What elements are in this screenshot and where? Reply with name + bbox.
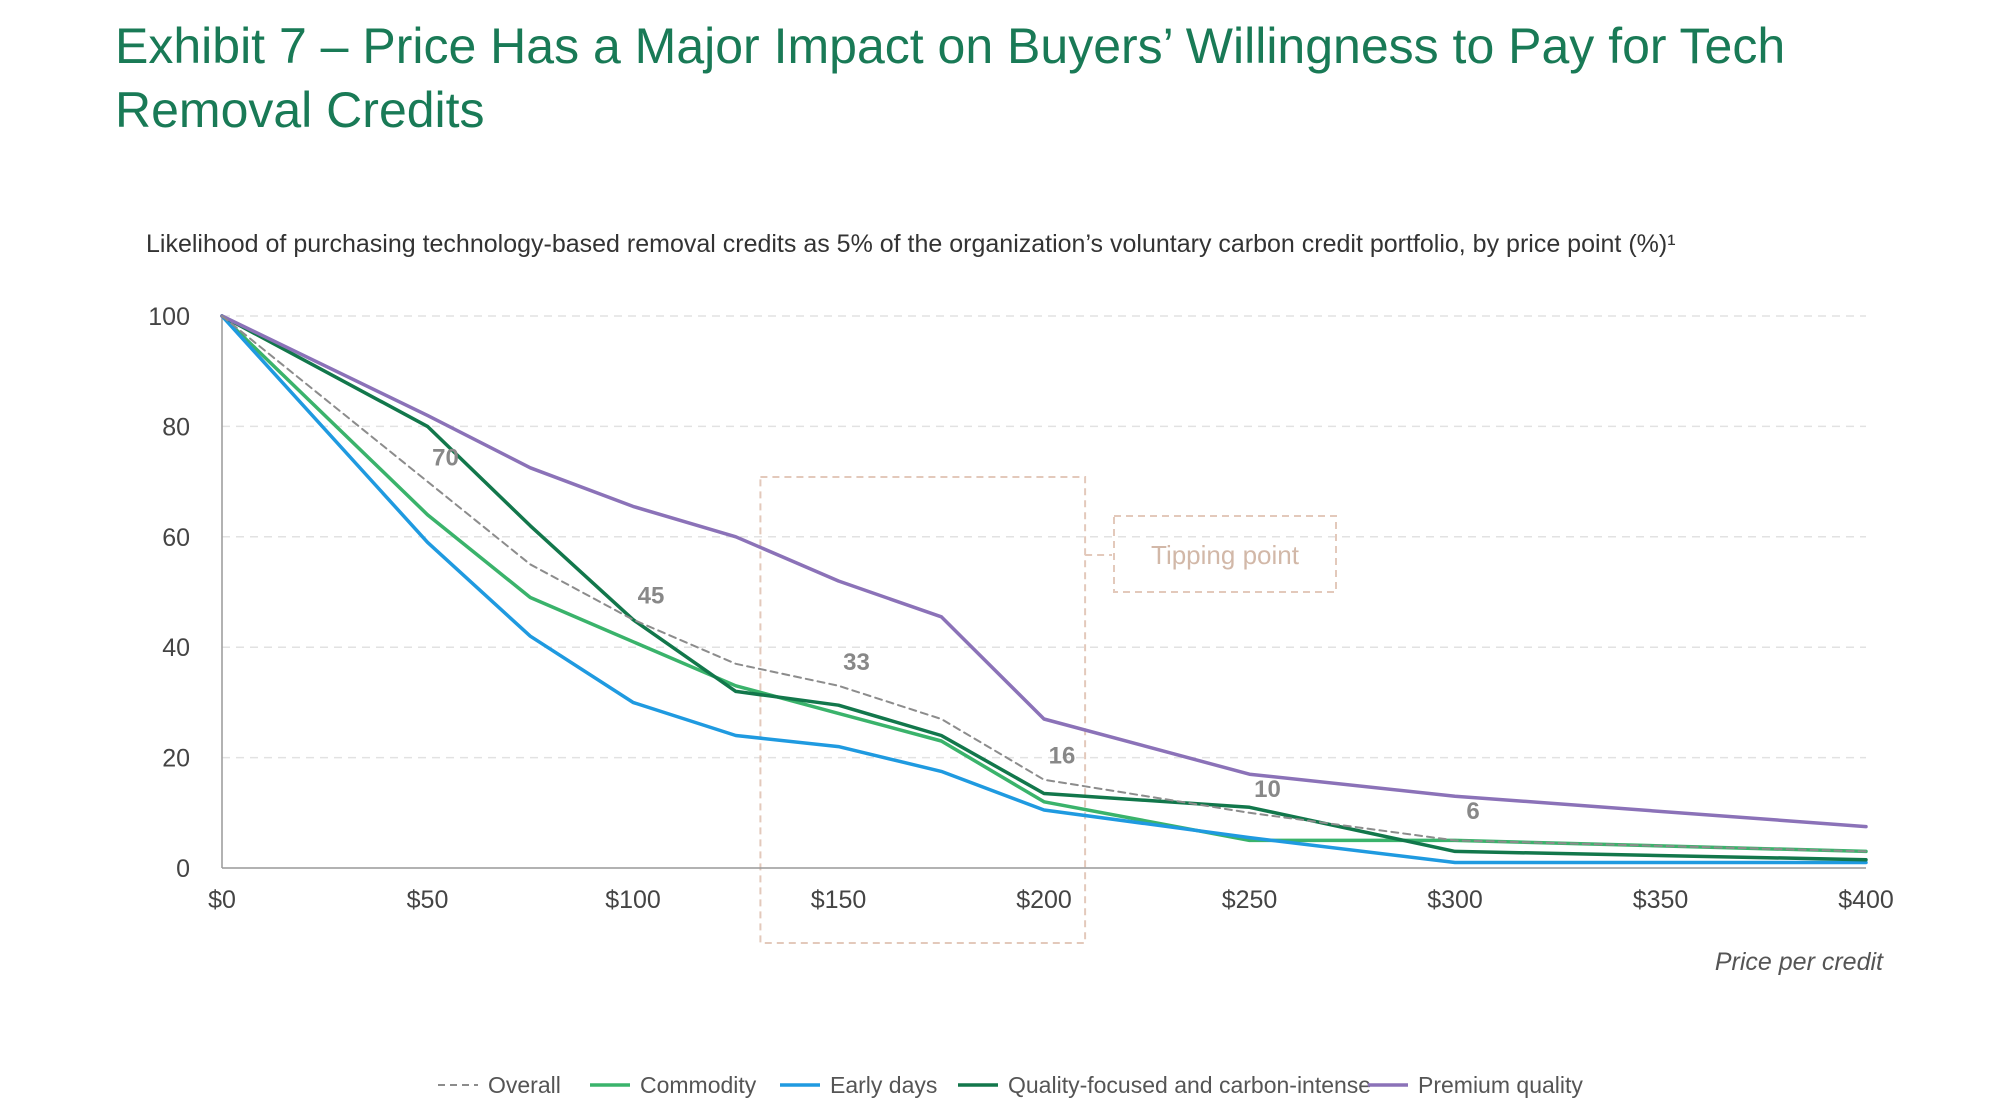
x-tick-label-300: $300 bbox=[1427, 886, 1483, 914]
chart-subtitle: Likelihood of purchasing technology-base… bbox=[146, 230, 1676, 258]
legend-label-commodity: Commodity bbox=[640, 1072, 757, 1098]
series-line-quality-focused-and-carbon-intense bbox=[220, 314, 1868, 862]
data-labels: 70 45 33 16 10 6 bbox=[432, 445, 1480, 825]
y-tick-label-20: 20 bbox=[162, 745, 190, 773]
y-tick-label-100: 100 bbox=[148, 303, 190, 331]
axes: 0 20 40 60 80 100 $0 $50 $100 $150 $200 $250 $300 $35… bbox=[148, 303, 1894, 914]
series-line-commodity bbox=[220, 314, 1868, 854]
legend-label-overall: Overall bbox=[488, 1072, 561, 1098]
data-label-16: 16 bbox=[1049, 743, 1076, 770]
legend: Overall Commodity Early days Quality-focuse… bbox=[438, 1072, 1583, 1098]
grid-lines bbox=[222, 315, 1866, 759]
x-tick-label-400: $400 bbox=[1838, 886, 1894, 914]
x-tick-label-250: $250 bbox=[1222, 886, 1278, 914]
series-lines bbox=[220, 314, 1868, 865]
y-tick-label-60: 60 bbox=[162, 524, 190, 552]
x-tick-label-0: $0 bbox=[208, 886, 236, 914]
legend-label-premium-quality: Premium quality bbox=[1418, 1072, 1583, 1098]
tipping-point-label: Tipping point bbox=[1151, 540, 1300, 570]
tipping-point-label-box bbox=[1113, 515, 1337, 593]
legend-label-early-days: Early days bbox=[830, 1072, 937, 1098]
data-label-6: 6 bbox=[1466, 798, 1479, 825]
x-tick-label-150: $150 bbox=[811, 886, 867, 914]
x-axis-label: Price per credit bbox=[1715, 948, 1884, 976]
series-line-premium-quality bbox=[220, 314, 1868, 829]
data-label-45: 45 bbox=[638, 583, 665, 610]
x-tick-label-350: $350 bbox=[1633, 886, 1689, 914]
data-label-70: 70 bbox=[432, 445, 459, 472]
series-line-overall bbox=[221, 315, 1867, 853]
x-tick-label-50: $50 bbox=[407, 886, 449, 914]
y-tick-label-0: 0 bbox=[176, 855, 190, 883]
y-tick-label-80: 80 bbox=[162, 413, 190, 441]
data-label-33: 33 bbox=[843, 649, 870, 676]
tipping-point-box bbox=[759, 476, 1087, 944]
x-tick-label-100: $100 bbox=[605, 886, 661, 914]
page-title: Exhibit 7 – Price Has a Major Impact on … bbox=[115, 18, 1786, 138]
data-label-10: 10 bbox=[1254, 776, 1281, 803]
series-line-early-days bbox=[220, 314, 1868, 865]
tipping-point-annotation: Tipping point bbox=[759, 476, 1337, 944]
legend-label-quality-focused-and-carbon-intense: Quality-focused and carbon-intense bbox=[1008, 1072, 1371, 1098]
y-tick-label-40: 40 bbox=[162, 634, 190, 662]
x-tick-label-200: $200 bbox=[1016, 886, 1072, 914]
